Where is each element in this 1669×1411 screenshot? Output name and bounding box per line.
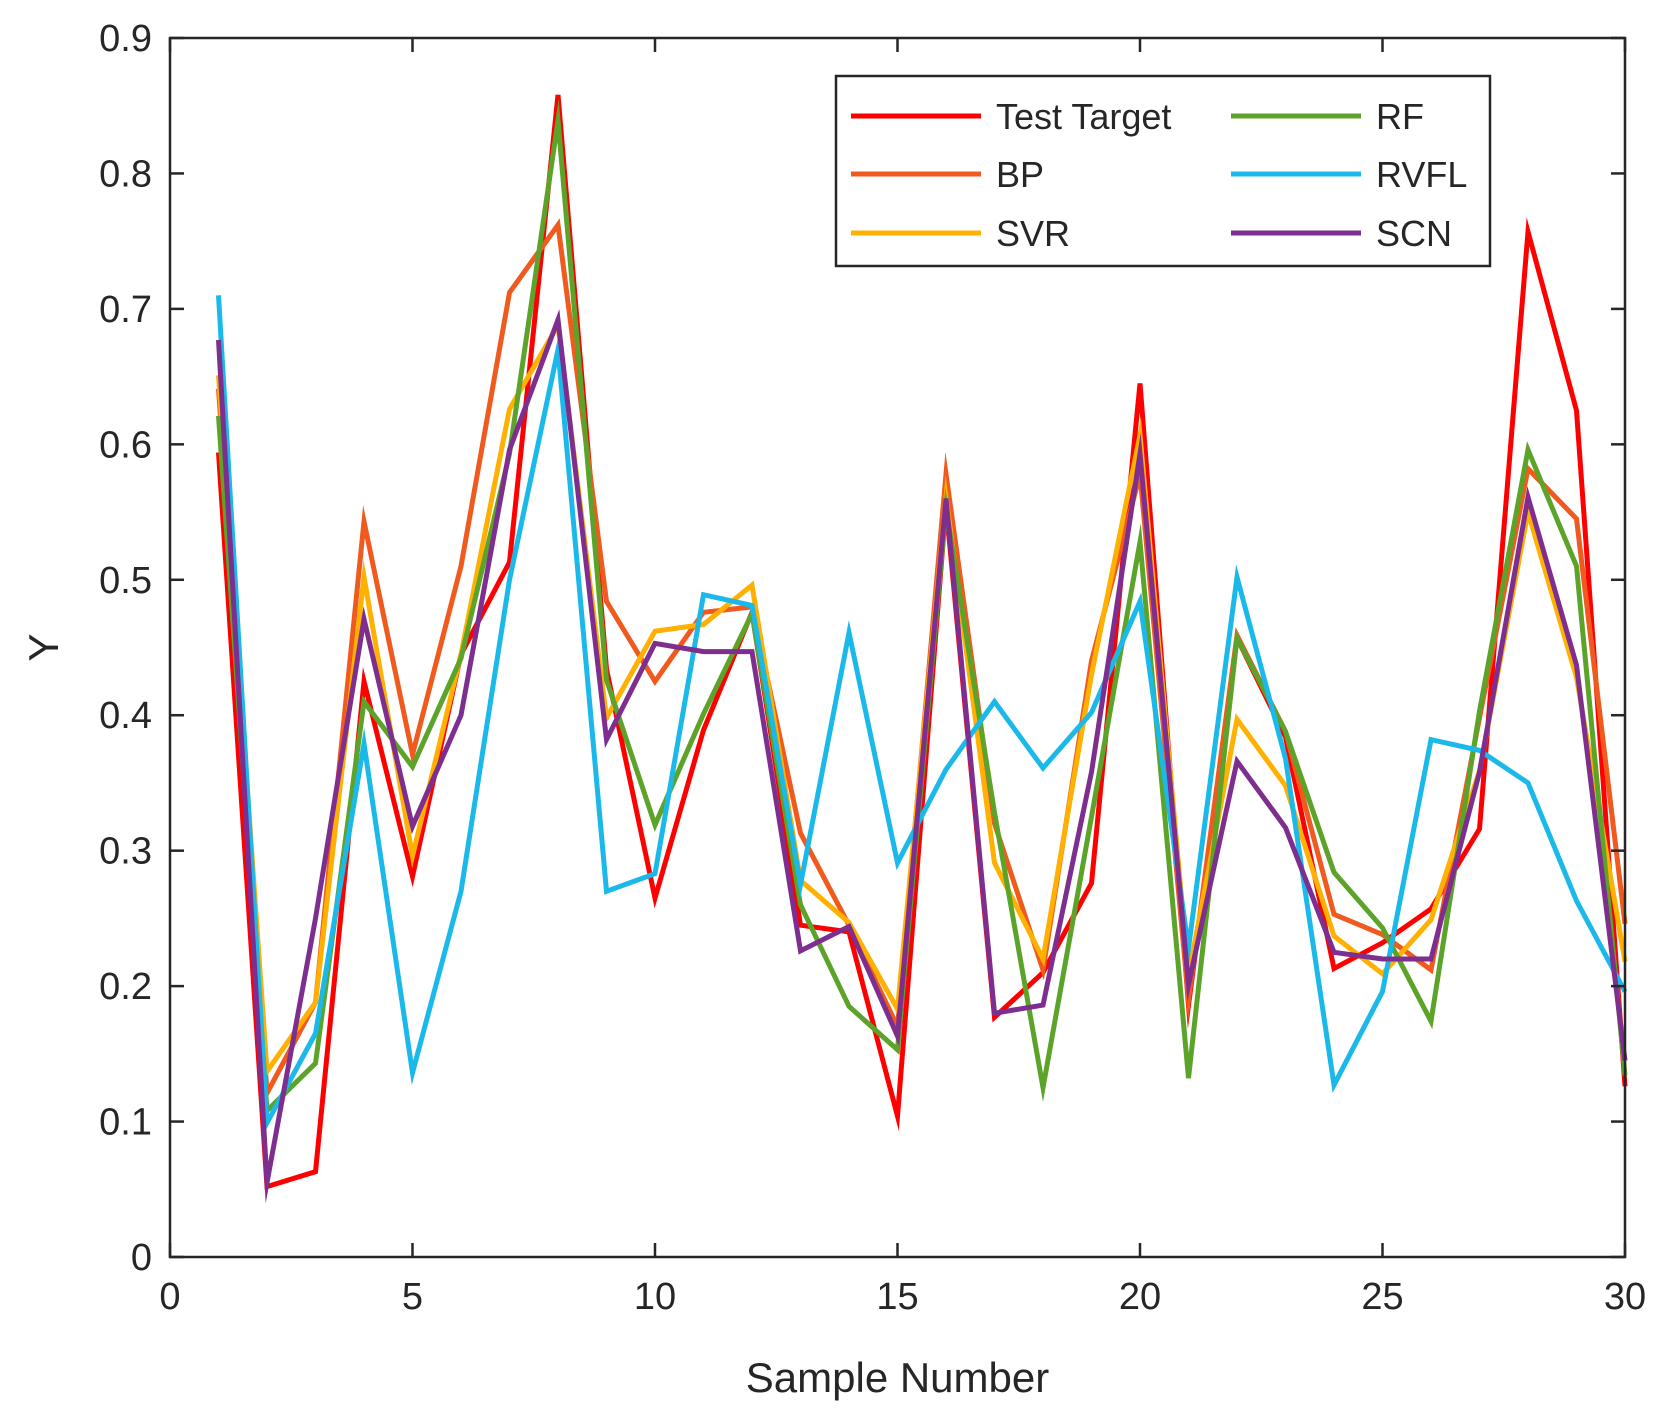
y-tick-label: 0.1 [99, 1102, 152, 1144]
y-tick-label: 0.8 [99, 153, 152, 195]
x-tick-label: 30 [1604, 1276, 1646, 1318]
legend-label-4: RVFL [1376, 154, 1467, 195]
legend-label-5: SCN [1376, 213, 1452, 254]
y-tick-label: 0 [131, 1237, 152, 1279]
axis-ticks: 0 5 10 15 20 25 30 0 0.1 0.2 0.3 0.4 0.5 0.6 0.7 0.8 0.9 [99, 18, 1646, 1318]
legend-label-1: BP [996, 154, 1044, 195]
y-tick-label: 0.6 [99, 424, 152, 466]
legend-label-2: SVR [996, 213, 1070, 254]
y-tick-label: 0.5 [99, 560, 152, 602]
series-line-4 [216, 295, 1628, 1132]
x-tick-label: 5 [402, 1276, 423, 1318]
x-axis-title: Sample Number [746, 1354, 1049, 1401]
y-tick-label: 0.7 [99, 289, 152, 331]
x-tick-label: 10 [634, 1276, 676, 1318]
x-tick-label: 20 [1119, 1276, 1161, 1318]
y-tick-label: 0.3 [99, 831, 152, 873]
legend-label-3: RF [1376, 96, 1424, 137]
y-tick-label: 0.4 [99, 695, 152, 737]
x-tick-label: 15 [876, 1276, 918, 1318]
series-layer [216, 94, 1628, 1204]
y-tick-label: 0.2 [99, 966, 152, 1008]
legend: Test Target BP SVR RF RVFL SCN [834, 74, 1492, 268]
x-tick-label: 0 [159, 1276, 180, 1318]
series-line-5 [216, 309, 1628, 1204]
x-tick-label: 25 [1361, 1276, 1403, 1318]
y-tick-label: 0.9 [99, 18, 152, 60]
y-axis-title: Y [20, 633, 67, 661]
legend-label-0: Test Target [996, 96, 1171, 137]
